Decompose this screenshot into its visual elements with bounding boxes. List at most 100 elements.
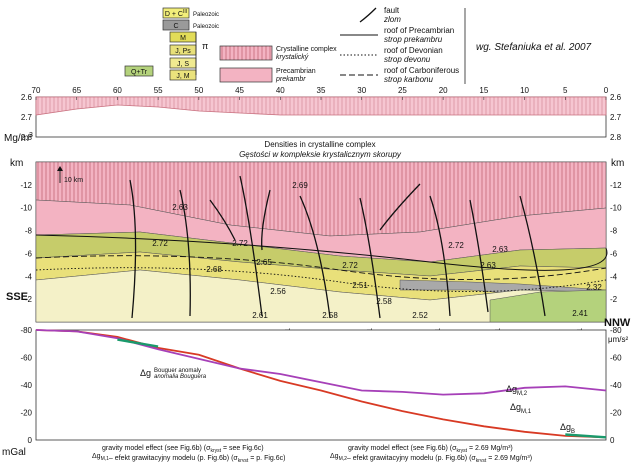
gravity-tick-label: -20 (20, 409, 32, 418)
gravity-legend: ΔgM,1 – efekt grawitacyjny modelu (p. Fig… (92, 445, 532, 462)
depth-tick-label: -6 (25, 249, 33, 258)
depth-tick-label: -10 (20, 204, 32, 213)
gravity-curve-label-sub: B (571, 429, 575, 435)
body-density-label: 2.69 (292, 181, 308, 190)
line-legend-label-alt: strop prekambru (384, 35, 443, 44)
body-density-label: 2.68 (206, 265, 222, 274)
line-legend-label: fault (384, 6, 400, 15)
gravity-unit: mGal (2, 447, 26, 458)
bouguer-symbol: Δg (140, 368, 151, 378)
depth-ticks-right: -12 -10 -8 -6 -4 -2 (610, 181, 622, 304)
x-axis-label: 30 (357, 86, 366, 95)
line-legend-label-alt: strop devonu (384, 55, 431, 64)
gravity-panel-frame (35, 329, 607, 441)
section-end-right: SSE (6, 291, 28, 303)
body-density-label: 2.56 (270, 287, 286, 296)
depth-tick-label: -12 (610, 181, 622, 190)
depth-tick-label: -4 (25, 272, 33, 281)
depth-tick-label: -2 (610, 295, 618, 304)
body-density-label: 2.58 (376, 297, 392, 306)
fault-line (469, 199, 489, 313)
legend-row-sub: kryst (210, 448, 221, 454)
x-axis-label: 45 (235, 86, 244, 95)
gravity-axis-ticks-right: 0 -20 -40 -60 -80 (610, 326, 622, 445)
body-density-label: 2.72 (152, 239, 168, 248)
scale-marker: 10 km (57, 166, 83, 184)
body-density-label: 2.72 (232, 239, 248, 248)
legend-row-symbol: Δg (92, 453, 101, 460)
body-density-label: 2.65 (256, 258, 272, 267)
legend-row-text: – efekt grawitacyjny modelu (p. Fig.6b) … (347, 455, 476, 462)
line-legend-label-alt: strop karbonu (384, 75, 433, 84)
legend-row-sub: kryst (238, 458, 249, 462)
x-axis-label: 55 (154, 86, 163, 95)
body-density-label: 2.58 (322, 311, 338, 320)
gravity-panel: 0 -20 -40 -60 -80 0 -20 -40 -60 -80 mGal μm/s² Δ… (2, 326, 628, 462)
gravity-curve-label-sub: M,2 (517, 391, 528, 397)
x-axis-label: 50 (194, 86, 203, 95)
stratigraphy-legend: D + CIII Paleozoic C Paleozoic M J, Ps J, S J, … (124, 7, 219, 81)
gravity-unit-alt: μm/s² (608, 335, 628, 344)
density-tick-label: 2.7 (21, 113, 33, 122)
body-density-label: 2.72 (448, 241, 464, 250)
body-density-label: 2.61 (252, 311, 268, 320)
body-density-label: 2.32 (586, 283, 602, 292)
legend-row-text-end: = p. Fig.6c) (248, 455, 285, 462)
line-legend-label: roof of Devonian (384, 46, 443, 55)
depth-unit-left: km (10, 158, 23, 169)
crystalline-label-alt: prekambr (275, 76, 306, 83)
crystalline-swatch (219, 45, 273, 61)
stratigraphy-code: C (173, 23, 178, 30)
body-density-label: 2.52 (412, 311, 428, 320)
gravity-tick-label: 0 (610, 436, 615, 445)
crystalline-label-alt: krystalický (276, 54, 309, 61)
body-density-label: 2.63 (480, 261, 496, 270)
gravity-legend-row: ΔgM,2– efekt grawitacyjny modelu (p. Fig… (330, 453, 532, 462)
section-faults (129, 175, 546, 319)
stratigraphy-swatch (162, 7, 190, 19)
scale-marker-arrowhead (57, 166, 63, 171)
x-axis-label: 70 (32, 86, 41, 95)
crystalline-label: Precambrian (276, 68, 316, 75)
line-legend-label-alt: zlom (383, 15, 401, 24)
gravity-legend-row: ΔgM,1– efekt grawitacyjny modelu (p. Fig… (92, 453, 285, 462)
depth-tick-label: -12 (20, 181, 32, 190)
section-bodies (35, 161, 607, 323)
density-panel-title: Densities in crystalline complex (264, 140, 375, 149)
section-boundaries (35, 234, 608, 292)
density-tick-label: 2.8 (21, 133, 33, 142)
gravity-curves (35, 329, 607, 439)
section-density-labels: 2.69 2.63 2.63 2.72 2.72 2.72 2.72 2.68 2.65 2.51… (152, 181, 602, 320)
stratigraphy-code: J, M (176, 73, 189, 80)
legend-row-sub: kryst (456, 448, 467, 454)
depth-tick-label: -2 (25, 295, 33, 304)
gravity-tick-label: -20 (610, 409, 622, 418)
gravity-curve-label-sub: M,1 (521, 409, 532, 415)
depth-tick-label: -4 (610, 272, 618, 281)
body-density-label: 2.72 (342, 261, 358, 270)
gravity-axis-ticks-left: 0 -20 -40 -60 -80 (20, 326, 32, 445)
gravity-legend-row: gravity model effect (see Fig.6b) (σkrys… (348, 445, 513, 454)
section-end-left: NNW (604, 317, 631, 329)
gravity-tick-label: -80 (20, 326, 32, 335)
fault-line (359, 197, 381, 319)
density-axis-ticks-left: 2.6 2.7 2.8 (21, 93, 33, 142)
bouguer-label-alt: anomalia Bouguera (154, 374, 207, 380)
legend-row-text: gravity model effect (see Fig.6b) (σ (102, 445, 211, 452)
roof-of-devonian-line (35, 267, 607, 292)
density-tick-label: 2.7 (610, 113, 622, 122)
stratigraphy-era-label: Paleozoic (193, 24, 219, 30)
depth-tick-label: -10 (610, 204, 622, 213)
x-axis-label: 15 (479, 86, 488, 95)
depth-tick-label: -8 (610, 227, 618, 236)
x-axis-label: 40 (276, 86, 285, 95)
legend-row-symbol-sub: M,1 (101, 456, 110, 462)
x-axis-label: 20 (439, 86, 448, 95)
stratigraphy-code: J, Ps (175, 48, 191, 55)
stratigraphy-code: J, S (177, 61, 189, 68)
density-tick-label: 2.8 (610, 133, 622, 142)
density-tick-label: 2.6 (610, 93, 622, 102)
gravity-tick-label: -40 (20, 381, 32, 390)
